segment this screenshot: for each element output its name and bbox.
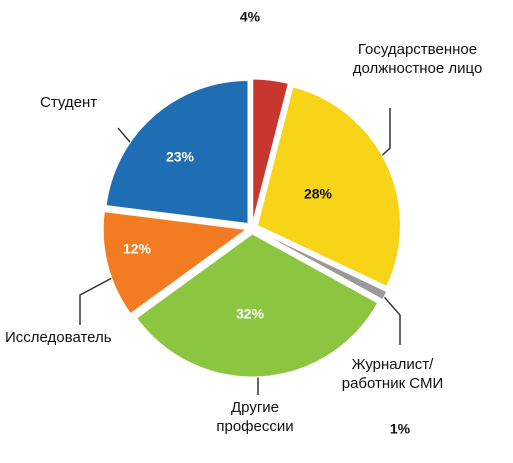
pie-slice <box>252 78 289 223</box>
value-label: 1% <box>390 421 411 437</box>
pie-slice <box>102 211 248 315</box>
leader-line <box>79 277 113 325</box>
value-label: 28% <box>304 186 333 202</box>
category-label: Другие профессии <box>216 399 294 435</box>
category-label: Государственное должностное лицо <box>352 41 483 77</box>
leader-line <box>377 289 401 345</box>
category-label: Исследователь <box>5 329 112 346</box>
value-label: 12% <box>123 241 152 257</box>
category-label: Журналист/ работник СМИ <box>341 356 444 392</box>
pie-slice <box>256 86 401 287</box>
pie-slice <box>105 79 249 225</box>
value-label: 32% <box>236 306 265 322</box>
value-label: 4% <box>240 9 261 25</box>
category-label: Студент <box>40 94 98 111</box>
value-label: 23% <box>166 149 195 165</box>
pie-slice <box>135 233 379 378</box>
pie-slice <box>257 230 388 301</box>
